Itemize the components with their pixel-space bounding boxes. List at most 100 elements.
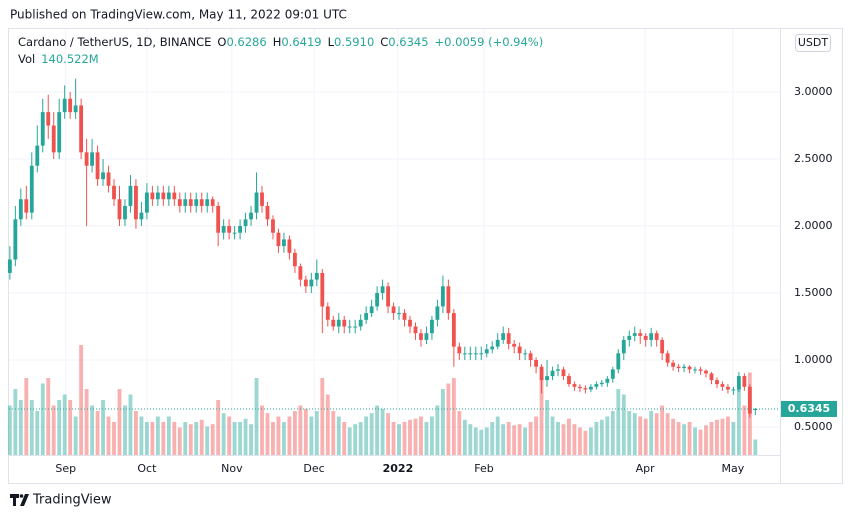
volume-bar: [742, 405, 747, 455]
candle-layer: [7, 78, 758, 418]
published-note: Published on TradingView.com, May 11, 20…: [10, 8, 347, 22]
volume-bar: [654, 413, 659, 455]
candle-body: [24, 199, 29, 213]
candle-body: [364, 313, 369, 320]
volume-bar: [358, 422, 363, 455]
last-price-label: 0.6345: [788, 402, 830, 415]
candle-body: [704, 370, 708, 374]
candle-body: [517, 346, 522, 354]
legend-item: O: [217, 35, 226, 49]
candle-body: [347, 326, 352, 328]
candle-body: [79, 105, 84, 153]
axes-layer: 0.5000 1.0000 1.5000 2.0000 2.5000 3.0000 Sep O…: [9, 85, 837, 475]
volume-bar: [282, 422, 286, 455]
volume-bar: [347, 427, 352, 455]
volume-bar: [545, 400, 549, 455]
volume-bar: [265, 413, 270, 455]
candle-body: [336, 319, 341, 327]
volume-bar: [177, 427, 182, 455]
volume-bar: [534, 416, 538, 455]
candle-body: [260, 192, 264, 206]
volume-bar: [150, 422, 155, 455]
volume-bar: [106, 416, 111, 455]
volume-bar: [704, 425, 708, 455]
y-tick-label: 2.5000: [794, 152, 833, 165]
candle-body: [320, 272, 325, 307]
volume-bar: [605, 416, 610, 455]
volume-bar: [243, 418, 248, 455]
legend-item: 0.6345: [388, 35, 428, 49]
candle-body: [556, 369, 560, 371]
volume-bar: [687, 422, 692, 455]
volume-bar: [720, 418, 725, 455]
candle-body: [534, 360, 538, 367]
candle-body: [747, 386, 752, 414]
candle-body: [671, 362, 676, 367]
candle-body: [342, 319, 347, 327]
candle-body: [227, 226, 232, 233]
candle-body: [386, 286, 390, 307]
candle-body: [254, 192, 259, 213]
volume-bar: [523, 427, 528, 455]
candle-body: [753, 408, 758, 410]
candle-body: [292, 252, 297, 267]
volume-bar: [62, 394, 67, 455]
volume-bar: [51, 405, 56, 455]
volume-bar: [227, 416, 232, 455]
volume-bar: [331, 411, 336, 455]
volume-bar: [430, 416, 434, 455]
volume-bar: [57, 400, 62, 455]
volume-bar: [621, 394, 626, 455]
currency-label[interactable]: USDT: [798, 36, 829, 49]
candle-body: [68, 98, 73, 113]
volume-bar: [172, 422, 177, 455]
volume-bar: [599, 419, 604, 455]
volume-bar: [528, 422, 533, 455]
candle-body: [715, 380, 719, 385]
candle-body: [117, 199, 122, 220]
candle-body: [693, 369, 697, 371]
volume-bar: [413, 418, 418, 455]
volume-bar: [271, 422, 275, 455]
candle-body: [495, 339, 500, 347]
volume-bar: [736, 389, 741, 455]
volume-bar: [665, 413, 670, 455]
candle-body: [298, 266, 303, 280]
candle-body: [709, 373, 714, 381]
volume-bar: [79, 345, 84, 455]
candle-body: [303, 279, 308, 287]
candle-body: [621, 339, 626, 354]
volume-bar: [29, 400, 34, 455]
candle-body: [446, 286, 451, 314]
volume-bar: [638, 416, 643, 455]
volume-bar: [660, 405, 665, 455]
candle-body: [265, 205, 270, 220]
candle-body: [199, 199, 204, 206]
volume-bar: [95, 411, 100, 455]
volume-layer: [7, 345, 758, 455]
candle-body: [605, 378, 610, 383]
candle-body: [660, 339, 665, 354]
volume-bar: [276, 416, 281, 455]
volume-bar: [588, 427, 593, 455]
volume-bar: [391, 422, 396, 455]
volume-bar: [408, 419, 412, 455]
y-tick-label: 1.5000: [794, 286, 833, 299]
candle-body: [150, 192, 155, 200]
candle-body: [397, 313, 401, 315]
candle-body: [139, 212, 144, 220]
candle-body: [430, 319, 434, 334]
volume-bar: [139, 416, 144, 455]
x-tick-label: Apr: [636, 462, 656, 475]
volume-bar: [221, 413, 226, 455]
candle-body: [232, 232, 237, 234]
volume-bar: [446, 383, 451, 455]
currency-button[interactable]: [795, 34, 831, 52]
candle-body: [501, 333, 506, 340]
volume-bar: [112, 422, 116, 455]
candle-body: [435, 306, 440, 320]
candle-body: [583, 388, 588, 390]
candle-body: [314, 272, 319, 280]
y-tick-label: 3.0000: [794, 85, 833, 98]
x-tick-label: May: [721, 462, 744, 475]
